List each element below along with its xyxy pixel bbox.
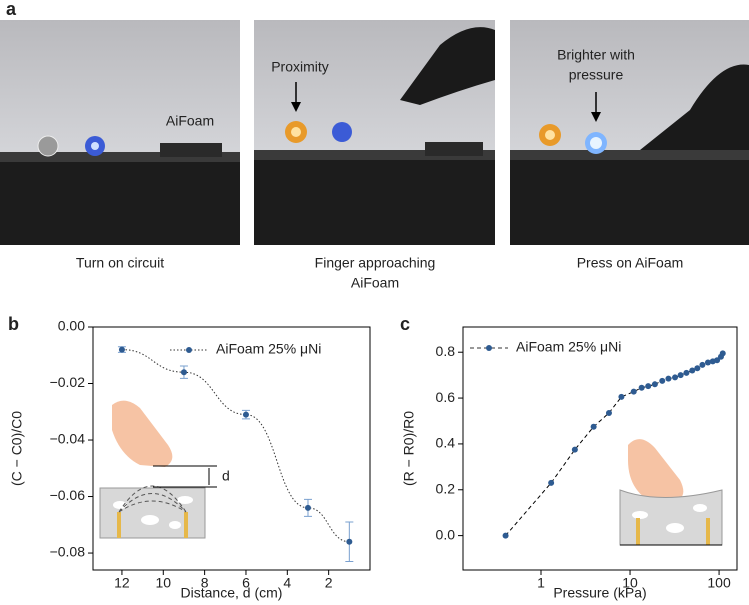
photo-caption: Finger approaching xyxy=(315,255,436,271)
plot-frame xyxy=(92,326,371,571)
photo-annotation: AiFoam xyxy=(166,113,214,129)
x-axis-label: Pressure (kPa) xyxy=(553,585,646,601)
y-tick-label: 0.4 xyxy=(436,435,456,451)
x-tick-label: 2 xyxy=(325,575,333,591)
x-tick-label: 10 xyxy=(155,575,171,591)
y-tick-label: 0.00 xyxy=(58,318,85,334)
data-point xyxy=(704,359,711,366)
y-axis-label: (R − R0)/R0 xyxy=(401,411,417,486)
photo-caption: Turn on circuit xyxy=(76,255,164,271)
data-point xyxy=(683,369,690,376)
data-point xyxy=(630,388,637,395)
data-point xyxy=(651,381,658,388)
legend-label: AiFoam 25% μNi xyxy=(516,339,621,355)
photo-caption: AiFoam xyxy=(351,275,399,291)
series-line xyxy=(121,349,350,543)
panel-label: c xyxy=(400,314,410,334)
x-tick-label: 10 xyxy=(622,575,638,591)
photo xyxy=(0,20,240,245)
photo-annotation: Proximity xyxy=(271,59,329,75)
data-point xyxy=(638,384,645,391)
legend-marker xyxy=(486,345,492,351)
data-point xyxy=(571,446,578,453)
data-point xyxy=(689,367,696,374)
y-tick-label: 0.2 xyxy=(436,480,456,496)
data-point xyxy=(714,357,721,364)
inset-illustration xyxy=(99,400,217,539)
panel-label: b xyxy=(8,314,19,334)
y-tick-label: −0.04 xyxy=(50,431,86,447)
data-point xyxy=(118,346,125,353)
photo-caption: Press on AiFoam xyxy=(577,255,684,271)
x-tick-label: 4 xyxy=(283,575,291,591)
inset-illustration xyxy=(619,439,723,546)
photo-annotation: Brighter with xyxy=(557,47,635,63)
inset-label: d xyxy=(222,468,230,484)
data-point xyxy=(242,411,249,418)
data-point xyxy=(304,504,311,511)
x-tick-label: 6 xyxy=(242,575,250,591)
photo xyxy=(254,20,495,245)
data-point xyxy=(548,479,555,486)
data-point xyxy=(672,374,679,381)
y-tick-label: 0.8 xyxy=(436,343,456,359)
data-point xyxy=(677,372,684,379)
y-tick-label: −0.06 xyxy=(50,487,86,503)
y-tick-label: −0.08 xyxy=(50,544,86,560)
y-tick-label: 0.6 xyxy=(436,389,456,405)
data-point xyxy=(699,361,706,368)
data-point xyxy=(719,350,726,357)
photo xyxy=(510,20,749,245)
data-point xyxy=(618,393,625,400)
data-point xyxy=(665,375,672,382)
x-tick-label: 8 xyxy=(201,575,209,591)
data-point xyxy=(502,532,509,539)
data-point xyxy=(180,369,187,376)
y-tick-label: −0.02 xyxy=(50,374,86,390)
data-point xyxy=(645,383,652,390)
x-tick-label: 12 xyxy=(114,575,130,591)
photo-annotation: pressure xyxy=(569,67,624,83)
panel-label: a xyxy=(6,0,17,19)
y-axis-label: (C − C0)/C0 xyxy=(9,411,25,486)
x-axis-label: Distance, d (cm) xyxy=(181,585,283,601)
legend-marker xyxy=(186,347,192,353)
plot-frame xyxy=(462,326,738,571)
data-point xyxy=(590,423,597,430)
x-tick-label: 100 xyxy=(707,575,731,591)
data-point xyxy=(694,365,701,372)
legend-label: AiFoam 25% μNi xyxy=(216,341,321,357)
y-tick-label: 0.0 xyxy=(436,526,456,542)
data-point xyxy=(605,409,612,416)
x-tick-label: 1 xyxy=(537,575,545,591)
data-point xyxy=(346,538,353,545)
data-point xyxy=(659,377,666,384)
